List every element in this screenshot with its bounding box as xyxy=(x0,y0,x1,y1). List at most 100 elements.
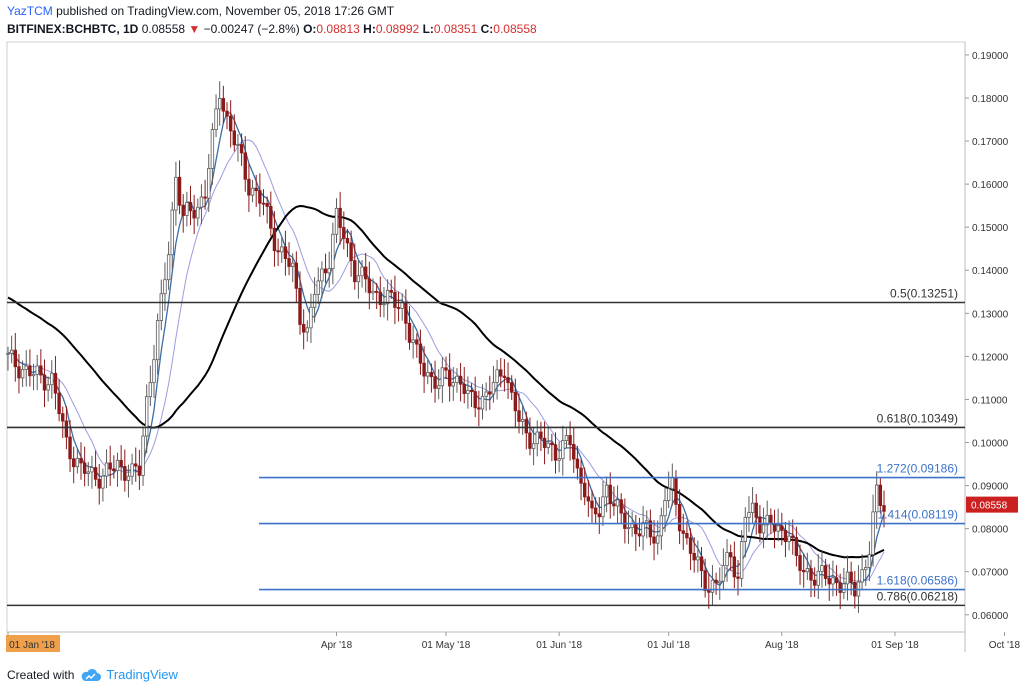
candle-down xyxy=(637,533,642,537)
candle-down xyxy=(53,372,58,394)
candle-down xyxy=(586,496,591,502)
candle-down xyxy=(513,391,518,412)
time-tick-label: 01 Sep '18 xyxy=(871,640,919,651)
candle-down xyxy=(345,238,350,244)
candle-up xyxy=(290,262,295,267)
candle-down xyxy=(572,444,576,460)
candle-down xyxy=(221,98,226,112)
candle-up xyxy=(718,580,722,584)
candle-down xyxy=(623,512,627,529)
candle-down xyxy=(736,576,740,579)
candle-down xyxy=(276,250,280,253)
candle-up xyxy=(334,207,339,235)
candle-down xyxy=(64,420,69,438)
candle-up xyxy=(356,275,361,283)
last-price-tag xyxy=(966,496,1018,513)
price-tick-label: 0.15000 xyxy=(972,223,1009,234)
candle-down xyxy=(123,466,127,481)
candle-up xyxy=(743,516,747,542)
tradingview-logo[interactable]: TradingView xyxy=(80,667,178,682)
candle-up xyxy=(104,462,109,477)
candle-down xyxy=(794,537,799,556)
candle-down xyxy=(838,582,842,593)
candle-up xyxy=(155,320,160,361)
candle-down xyxy=(579,467,583,484)
candle-up xyxy=(115,459,120,472)
candle-up xyxy=(316,280,320,295)
candle-down xyxy=(82,462,87,474)
candle-down xyxy=(685,532,689,539)
candle-up xyxy=(615,499,620,507)
candle-down xyxy=(798,555,802,571)
candle-down xyxy=(703,570,707,591)
candle-down xyxy=(415,339,419,345)
candle-up xyxy=(845,571,850,585)
candle-down xyxy=(28,365,32,377)
candle-down xyxy=(769,514,773,525)
footer: Created with TradingView xyxy=(7,667,178,682)
time-tick-label: 01 Jun '18 xyxy=(536,640,582,651)
candle-up xyxy=(331,233,335,270)
candle-up xyxy=(765,514,769,526)
candle-up xyxy=(20,368,25,379)
candle-up xyxy=(480,395,485,410)
candle-down xyxy=(528,432,532,449)
candle-down xyxy=(772,523,777,532)
candle-down xyxy=(499,369,503,377)
candle-down xyxy=(612,503,616,507)
candle-down xyxy=(396,307,401,309)
candle-up xyxy=(787,535,791,543)
time-tick-label: 01 Jan '18 xyxy=(9,640,55,651)
candle-up xyxy=(710,579,715,593)
candle-up xyxy=(9,349,14,354)
candle-up xyxy=(696,556,700,561)
candle-up xyxy=(561,440,565,460)
candle-down xyxy=(550,442,554,446)
candle-up xyxy=(535,431,539,445)
candle-down xyxy=(542,437,547,448)
candle-up xyxy=(440,367,445,387)
candle-up xyxy=(166,254,171,281)
candle-up xyxy=(436,385,441,389)
candle-up xyxy=(659,515,664,537)
candle-up xyxy=(148,382,153,398)
candle-down xyxy=(878,484,883,506)
candle-down xyxy=(681,530,685,534)
candle-up xyxy=(130,463,134,477)
price-tick-label: 0.12000 xyxy=(972,352,1009,363)
price-tick-label: 0.19000 xyxy=(972,51,1009,62)
candle-down xyxy=(590,500,594,509)
candle-down xyxy=(882,505,886,512)
candle-up xyxy=(626,527,631,529)
candle-up xyxy=(126,475,131,481)
time-tick-label: Apr '18 xyxy=(321,640,353,651)
candle-up xyxy=(101,475,105,489)
candle-up xyxy=(820,565,824,572)
candle-up xyxy=(199,196,204,208)
candle-down xyxy=(134,463,138,467)
candle-up xyxy=(520,419,525,422)
last-price: 0.08558 xyxy=(141,22,186,36)
candle-down xyxy=(239,144,244,154)
candle-down xyxy=(583,482,587,498)
close-label: C: xyxy=(480,22,494,36)
candle-up xyxy=(31,373,36,377)
candle-down xyxy=(444,367,448,371)
candle-down xyxy=(17,366,21,379)
author-link[interactable]: YazTCM xyxy=(7,4,53,18)
candle-up xyxy=(491,381,496,395)
candle-down xyxy=(269,206,273,229)
price-tick-label: 0.09000 xyxy=(972,482,1009,493)
fib-level-label: 0.5(0.13251) xyxy=(890,287,958,301)
candle-up xyxy=(495,369,499,383)
candle-down xyxy=(674,477,678,505)
candle-up xyxy=(557,458,561,461)
candle-down xyxy=(458,375,463,385)
tradingview-brand-text: TradingView xyxy=(106,667,178,682)
price-tick-label: 0.16000 xyxy=(972,180,1009,191)
candle-down xyxy=(688,537,693,554)
candle-up xyxy=(280,246,284,253)
candle-down xyxy=(57,392,61,415)
candle-down xyxy=(298,287,302,325)
